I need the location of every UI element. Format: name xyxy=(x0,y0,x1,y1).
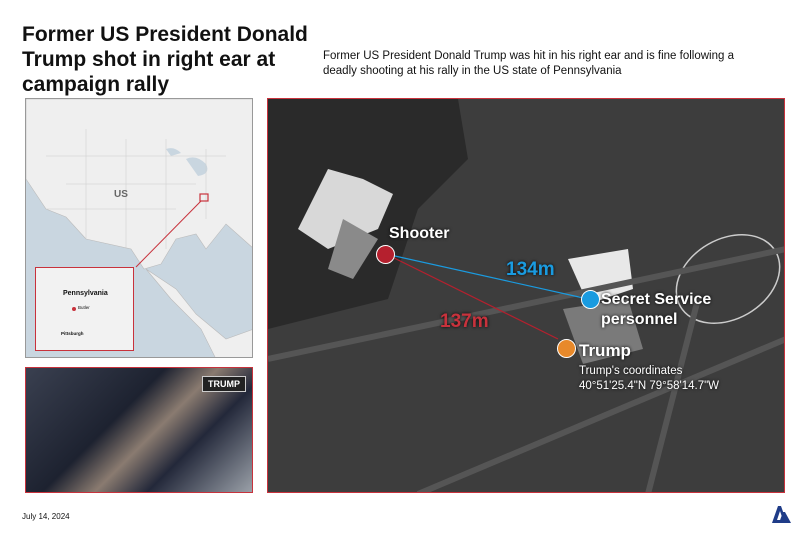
aerial-map: Shooter Secret Service personnel Trump Tr… xyxy=(267,98,785,493)
page-subtitle: Former US President Donald Trump was hit… xyxy=(323,50,734,77)
distance-line-secret-service xyxy=(385,253,589,300)
aa-logo-icon xyxy=(772,506,791,523)
distance-line-trump xyxy=(385,253,559,340)
locator-map: US Pennsylvania Butler Pittsburgh xyxy=(25,98,253,358)
trump-marker xyxy=(557,339,576,358)
trump-label: Trump xyxy=(579,341,631,360)
distance-label-134m: 134m xyxy=(506,259,555,280)
north-america-landmass xyxy=(26,99,252,357)
secret-service-marker xyxy=(581,290,600,309)
trump-sign: TRUMP xyxy=(202,376,246,392)
aerial-imagery xyxy=(268,99,784,492)
pennsylvania-inset: Pennsylvania Butler Pittsburgh xyxy=(35,267,134,351)
trump-coordinates: 40°51'25.4"N 79°58'14.7"W xyxy=(579,380,720,392)
location-highlight-box xyxy=(199,193,209,202)
page-title: Former US President Donald Trump shot in… xyxy=(22,23,308,96)
butler-marker xyxy=(72,307,76,311)
country-label: US xyxy=(114,189,128,200)
coordinates-label: Trump's coordinates xyxy=(579,365,683,377)
state-label: Pennsylvania xyxy=(63,290,108,297)
city-label-pittsburgh: Pittsburgh xyxy=(61,331,84,336)
distance-label-137m: 137m xyxy=(440,311,489,332)
shooter-marker xyxy=(376,245,395,264)
publish-date: July 14, 2024 xyxy=(22,512,70,521)
city-label-butler: Butler xyxy=(78,305,90,310)
label-line1: Secret Service xyxy=(601,291,712,308)
shooter-label: Shooter xyxy=(389,225,450,242)
rally-photo: TRUMP xyxy=(25,367,253,493)
secret-service-label: Secret Service personnel xyxy=(601,290,711,330)
label-line2: personnel xyxy=(601,311,678,328)
